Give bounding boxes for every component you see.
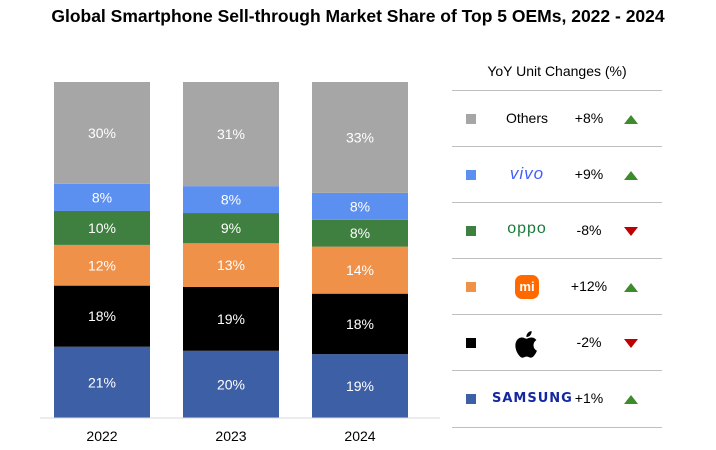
bar-segment-oppo-2022 [54, 210, 150, 245]
data-label-apple-2022: 18% [88, 308, 116, 324]
bar-segment-apple-2023 [183, 286, 279, 351]
triangle-up-icon [624, 171, 638, 180]
bar-segment-apple-2024 [312, 293, 408, 355]
chart-title: Global Smartphone Sell-through Market Sh… [51, 6, 665, 26]
bar-segment-vivo-2023 [183, 186, 279, 214]
triangle-up-icon [624, 395, 638, 404]
vivo-logo: vivo [509, 164, 545, 183]
triangle-down-icon [624, 227, 638, 236]
data-label-xiaomi-2023: 13% [217, 257, 245, 273]
mi-logo-mark: mi [515, 275, 539, 299]
bar-segment-samsung-2022 [54, 346, 150, 418]
triangle-up-icon [624, 115, 638, 124]
legend-row-others: Others +8% [452, 90, 662, 147]
legend-swatch [466, 114, 476, 124]
legend-yoy-change: +12% [570, 278, 608, 294]
xiaomi-logo: mi [492, 275, 562, 299]
data-label-xiaomi-2024: 14% [346, 262, 374, 278]
legend-row-samsung: SAMSUNG +1% [452, 370, 662, 428]
data-label-oppo-2023: 9% [221, 220, 241, 236]
legend-title: YoY Unit Changes (%) [487, 63, 627, 79]
legend-brand-label: Others [505, 110, 548, 126]
data-label-apple-2023: 19% [217, 311, 245, 327]
bar-segment-others-2024 [312, 82, 408, 193]
bar-segment-vivo-2024 [312, 192, 408, 220]
bar-segment-oppo-2023 [183, 213, 279, 244]
triangle-down-icon [624, 339, 638, 348]
legend-swatch [466, 282, 476, 292]
bar-segment-samsung-2023 [183, 350, 279, 418]
data-label-xiaomi-2022: 12% [88, 257, 116, 273]
legend-yoy-change: -2% [576, 334, 602, 350]
bar-segment-samsung-2024 [312, 354, 408, 418]
legend-row-mi: mi +12% [452, 258, 662, 315]
triangle-up-icon [624, 283, 638, 292]
bar-segment-xiaomi-2022 [54, 244, 150, 286]
bar-segment-others-2022 [54, 82, 150, 184]
x-tick-label-2024: 2024 [344, 428, 375, 444]
data-label-apple-2024: 18% [346, 316, 374, 332]
legend-row-vivo: vivo +9% [452, 146, 662, 203]
bar-segment-vivo-2022 [54, 183, 150, 211]
oppo-logo: oppo [507, 220, 547, 237]
legend-row-apple: -2% [452, 314, 662, 371]
x-tick-label-2022: 2022 [86, 428, 117, 444]
data-label-samsung-2022: 21% [88, 374, 116, 390]
bar-segment-xiaomi-2024 [312, 246, 408, 294]
legend-row-oppo: oppo -8% [452, 202, 662, 259]
data-label-samsung-2023: 20% [217, 376, 245, 392]
data-label-samsung-2024: 19% [346, 378, 374, 394]
legend-yoy-change: +8% [574, 110, 604, 126]
data-label-others-2022: 30% [88, 125, 116, 141]
data-label-others-2024: 33% [346, 129, 374, 145]
data-label-oppo-2024: 8% [350, 225, 370, 241]
legend-swatch [466, 170, 476, 180]
legend-swatch [466, 226, 476, 236]
bar-segment-others-2023 [183, 82, 279, 187]
legend-yoy-change: +9% [574, 166, 604, 182]
x-tick-label-2023: 2023 [215, 428, 246, 444]
bar-segment-oppo-2024 [312, 219, 408, 247]
data-label-oppo-2022: 10% [88, 220, 116, 236]
apple-logo-icon [492, 327, 562, 364]
legend-swatch [466, 394, 476, 404]
data-label-vivo-2023: 8% [221, 192, 241, 208]
bar-segment-xiaomi-2023 [183, 243, 279, 287]
data-label-vivo-2024: 8% [350, 198, 370, 214]
legend-swatch [466, 338, 476, 348]
legend-yoy-change: +1% [574, 390, 604, 406]
samsung-logo: SAMSUNG [492, 391, 573, 406]
bar-segment-apple-2022 [54, 285, 150, 347]
data-label-vivo-2022: 8% [92, 189, 112, 205]
legend-yoy-change: -8% [576, 222, 602, 238]
data-label-others-2023: 31% [217, 126, 245, 142]
